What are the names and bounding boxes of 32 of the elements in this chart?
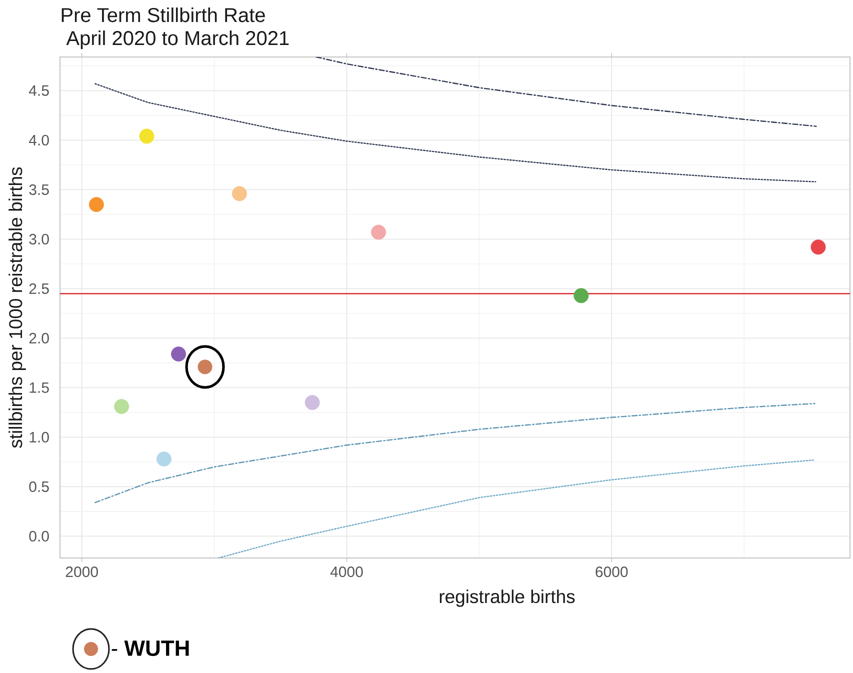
legend-label: - WUTH bbox=[112, 640, 189, 656]
chart-title: Pre Term Stillbirth Rate bbox=[62, 7, 265, 22]
point bbox=[810, 240, 826, 255]
point bbox=[88, 197, 104, 212]
line-series bbox=[218, 459, 816, 558]
x-tick-label: 4000 bbox=[330, 566, 363, 578]
y-tick-label: 3.0 bbox=[29, 234, 49, 244]
y-tick-label: 1.5 bbox=[30, 382, 49, 393]
line-series bbox=[94, 83, 816, 182]
point bbox=[304, 395, 320, 410]
y-tick-label: 0.0 bbox=[29, 530, 49, 542]
y-tick-label: 0.5 bbox=[29, 481, 49, 492]
y-tick-label: 3.5 bbox=[29, 184, 49, 195]
y-axis-title: stillbirths per 1000 reistrable births bbox=[8, 167, 26, 448]
x-tick-label: 6000 bbox=[596, 566, 628, 578]
y-tick-label: 2.0 bbox=[29, 332, 49, 344]
point bbox=[114, 399, 130, 414]
chart-subtitle: April 2020 to March 2021 bbox=[66, 30, 289, 50]
y-tick-label: 1.0 bbox=[30, 432, 49, 443]
line-series bbox=[94, 402, 816, 504]
y-tick-label: 4.0 bbox=[28, 134, 49, 146]
point bbox=[139, 128, 154, 144]
y-tick-label: 2.5 bbox=[29, 283, 49, 294]
point bbox=[232, 186, 247, 202]
point bbox=[156, 451, 172, 466]
point bbox=[371, 224, 386, 240]
line-series bbox=[316, 56, 817, 127]
x-axis-title: registrable births bbox=[440, 590, 575, 607]
point bbox=[171, 346, 186, 362]
y-tick-label: 4.5 bbox=[28, 85, 49, 96]
point bbox=[574, 288, 589, 304]
x-tick-label: 2000 bbox=[66, 566, 98, 578]
